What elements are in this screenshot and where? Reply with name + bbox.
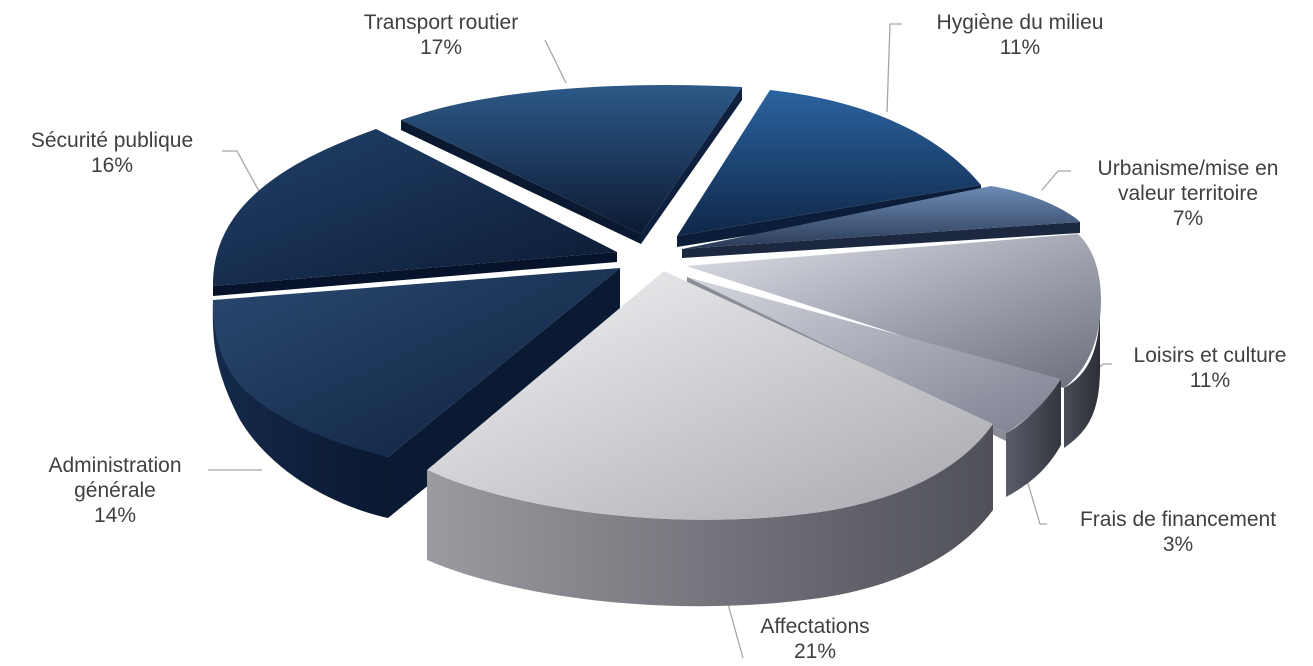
- slice-label-percent: 7%: [1172, 207, 1204, 230]
- slice-label-name: Administration: [48, 454, 182, 477]
- slice-top-administration: [212, 268, 621, 457]
- slice-side-affectations: [427, 424, 993, 607]
- leader-line-urbanisme: [1041, 170, 1071, 191]
- slice-label-percent: 11%: [1189, 369, 1231, 392]
- leader-lines: [208, 23, 1112, 659]
- slice-label-name: Urbanisme/mise en: [1097, 157, 1279, 180]
- slice-label-loisirs: Loisirs et culture 11%: [1110, 343, 1310, 393]
- slice-top-loisirs: [686, 234, 1101, 388]
- pie-slice-transport: [401, 85, 742, 244]
- slice-label-name: Transport routier: [363, 11, 519, 34]
- slice-label-securite: Sécurité publique 16%: [2, 128, 222, 178]
- slice-top-transport: [401, 85, 742, 234]
- pie-slice-hygiene: [677, 90, 981, 247]
- slice-label-name: Affectations: [760, 615, 870, 638]
- slice-top-securite: [212, 129, 618, 286]
- slice-top-hygiene: [677, 90, 981, 236]
- slice-side-hygiene: [677, 185, 981, 247]
- slice-label-hygiene: Hygiène du milieu 11%: [900, 10, 1140, 60]
- slice-side-urbanisme: [682, 222, 1080, 258]
- slice-top-frais: [687, 277, 1061, 433]
- slice-label-administration: Administration générale 14%: [20, 453, 210, 528]
- slice-top-affectations: [427, 271, 993, 520]
- slice-side-frais: [1006, 379, 1061, 497]
- slice-label-name: Sécurité publique: [30, 129, 194, 152]
- leader-line-securite: [222, 150, 261, 194]
- pie-slice-securite: [212, 129, 618, 296]
- pie-slice-urbanisme: [682, 186, 1080, 258]
- slice-label-affectations: Affectations 21%: [720, 614, 910, 664]
- leader-line-hygiene: [886, 23, 902, 113]
- slice-label-name: Hygiène du milieu: [936, 11, 1104, 34]
- slice-label-percent: 16%: [90, 154, 134, 177]
- slice-label-percent: 17%: [419, 36, 463, 59]
- slice-label-urbanisme: Urbanisme/mise en valeur territoire 7%: [1068, 156, 1308, 231]
- slice-edge-transport: [641, 87, 742, 244]
- slice-side-administration: [212, 300, 388, 518]
- slice-label-transport: Transport routier 17%: [331, 10, 551, 60]
- slice-side-loisirs: [1064, 300, 1101, 448]
- leader-line-transport: [544, 39, 567, 84]
- slice-side-securite: [213, 252, 617, 296]
- slice-label-name: Loisirs et culture: [1133, 344, 1287, 367]
- slice-label-percent: 14%: [93, 504, 137, 527]
- leader-line-frais: [1026, 479, 1047, 525]
- slice-top-urbanisme: [682, 186, 1080, 249]
- slice-label-name: Frais de financement: [1079, 508, 1277, 531]
- slice-label-name-line2: générale: [74, 479, 156, 502]
- slice-label-name-line2: valeur territoire: [1117, 182, 1259, 205]
- pie-slice-affectations: [427, 271, 993, 607]
- pie-slice-loisirs: [686, 234, 1101, 448]
- leader-line-affectations: [727, 603, 744, 659]
- slice-side-transport: [401, 120, 641, 244]
- slice-label-frais: Frais de financement 3%: [1046, 507, 1310, 557]
- slice-label-percent: 3%: [1162, 533, 1194, 556]
- slice-label-percent: 11%: [999, 36, 1041, 59]
- slice-label-percent: 21%: [793, 640, 837, 663]
